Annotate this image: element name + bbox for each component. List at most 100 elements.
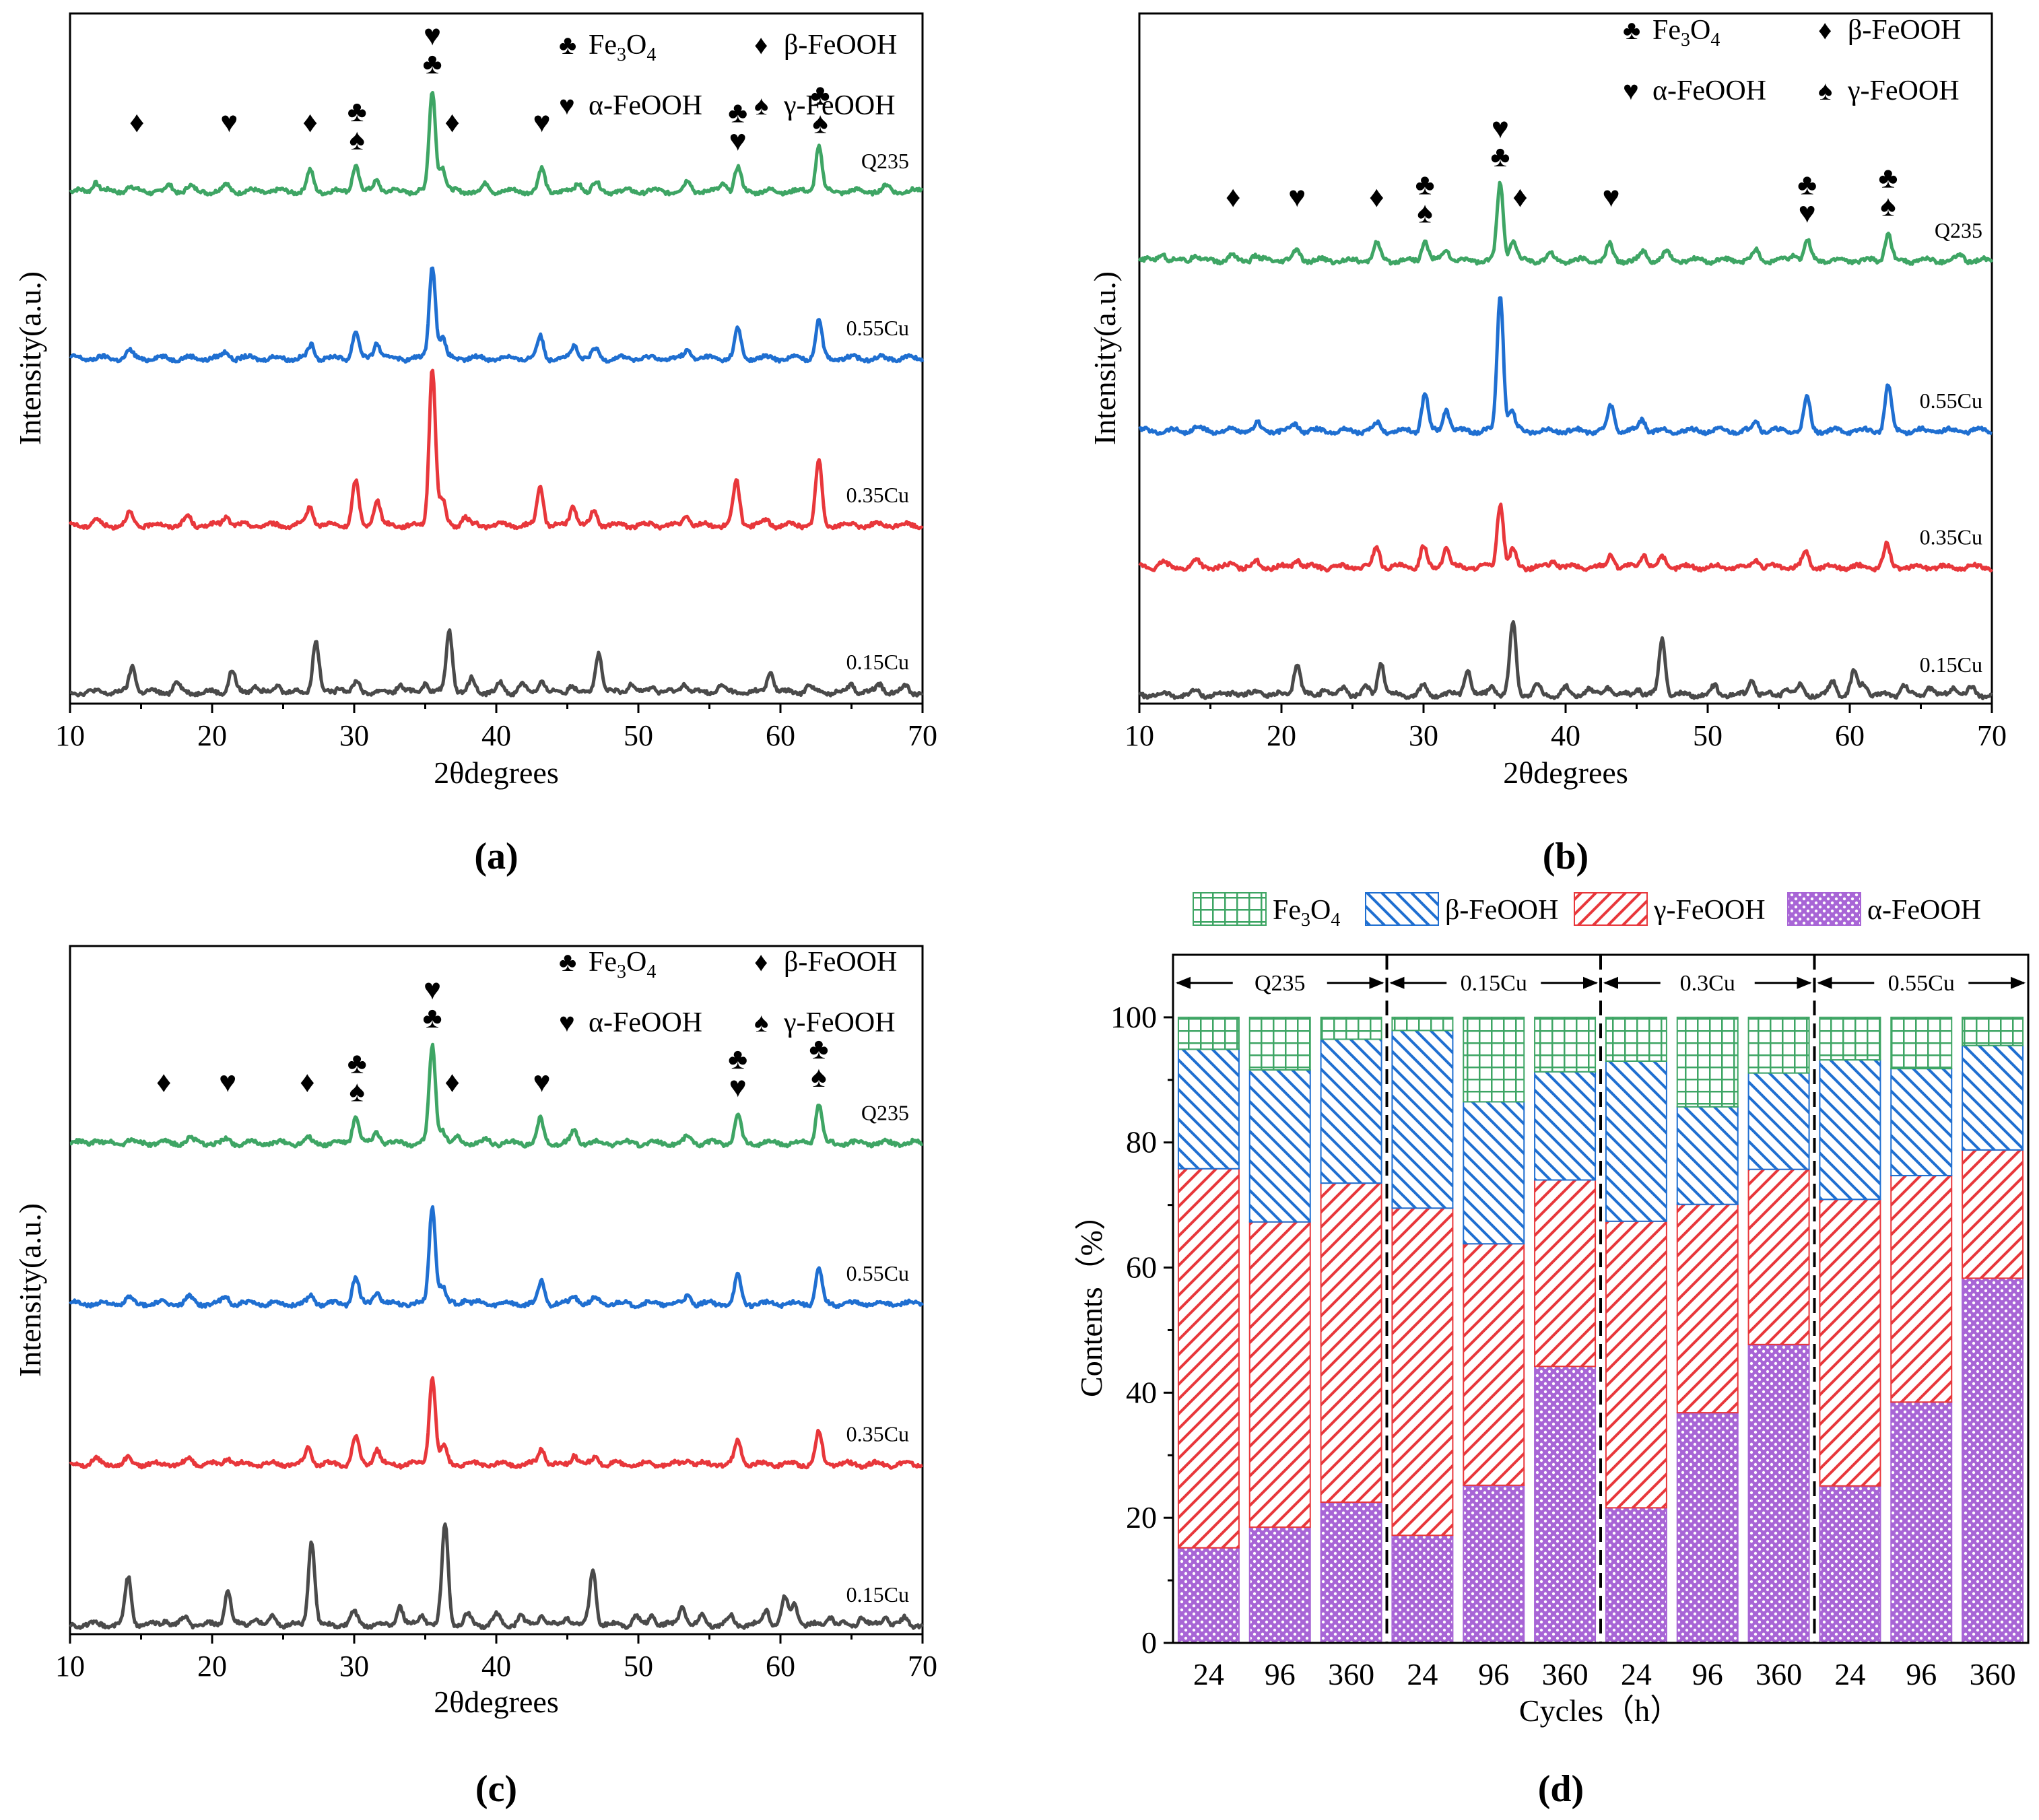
legend-label: β-FeOOH: [784, 947, 897, 978]
bar-segment-gamma: [1391, 1207, 1454, 1537]
phase-markers-a: ♦ ♥ ♦♠♣♣♥♦ ♥♥♣ ♠♣: [129, 19, 830, 157]
spade-marker: ♠: [349, 123, 365, 156]
bar-segment-fe3o4: [1534, 1016, 1597, 1073]
legend-label: α-FeOOH: [1867, 895, 1981, 926]
x-axis-b: 10 20 30 40 50 60 70: [1125, 704, 2007, 752]
bar-segment-fe3o4: [1676, 1016, 1739, 1108]
series-label: 0.35Cu: [846, 1422, 909, 1446]
x-tick-label: 40: [481, 1650, 511, 1683]
x-axis-a: 10 20 30 40 50 60 70: [55, 704, 937, 752]
x-tick-label: 30: [339, 1650, 369, 1683]
diamond-icon: ♦: [754, 30, 768, 60]
heart-marker: ♥: [1492, 112, 1509, 145]
y-axis-title-c: Intensity(a.u.): [13, 1203, 47, 1377]
x-axis-c: 10 20 30 40 50 60 70: [55, 1634, 937, 1683]
heart-icon: ♥: [1623, 75, 1639, 106]
bar-segment-alpha: [1605, 1507, 1667, 1644]
bar-segment-fe3o4: [1747, 1016, 1810, 1074]
series-label: Q235: [1935, 218, 1982, 242]
diamond-marker: ♦: [444, 106, 459, 139]
x-tick-label: 20: [197, 1650, 227, 1683]
y-tick-label: 100: [1110, 1000, 1157, 1034]
club-marker: ♣: [347, 1046, 367, 1079]
bar-segment-gamma: [1819, 1199, 1881, 1487]
bar-segment-alpha: [1248, 1526, 1311, 1644]
x-tick-label: 96: [1692, 1657, 1723, 1691]
bar-segment-gamma: [1890, 1174, 1953, 1403]
bar-segment-beta: [1177, 1048, 1240, 1170]
series-label: 0.15Cu: [846, 1582, 909, 1607]
bar-segment-beta: [1747, 1072, 1810, 1170]
legend-label: γ-FeOOH: [1847, 75, 1960, 106]
series-label: 0.55Cu: [846, 1261, 909, 1285]
series-label: 0.35Cu: [846, 483, 909, 507]
heart-icon: ♥: [559, 1007, 575, 1038]
x-tick-label: 10: [1125, 719, 1154, 752]
panel-caption-b: (b): [1543, 836, 1589, 877]
xrd-trace-q235: [69, 91, 924, 197]
x-tick-label: 70: [1977, 719, 2007, 752]
x-axis-title-a: 2θdegrees: [434, 755, 559, 790]
xrd-trace-035cu: [1138, 502, 1994, 573]
x-tick-label: 60: [1835, 719, 1865, 752]
series-labels-a: Q235 0.55Cu 0.35Cu 0.15Cu: [846, 149, 909, 674]
plot-frame-d: [1172, 953, 2030, 1644]
club-icon: ♣: [1623, 15, 1640, 45]
bar-segment-beta: [1320, 1038, 1382, 1184]
bar-segment-beta: [1534, 1071, 1597, 1181]
x-tick-label: 50: [624, 1650, 653, 1683]
spade-marker: ♠: [1880, 189, 1896, 222]
bar-segment-alpha: [1962, 1277, 2024, 1644]
xrd-trace-015cu: [69, 1522, 925, 1631]
club-icon: ♣: [559, 947, 576, 977]
series-label: 0.35Cu: [1920, 525, 1982, 549]
plot-frame-c: [69, 945, 924, 1636]
y-tick-label: 0: [1141, 1625, 1157, 1660]
x-tick-label: 96: [1478, 1657, 1509, 1691]
xrd-trace-055cu: [69, 1205, 925, 1310]
bar-segment-beta: [1605, 1060, 1667, 1222]
diamond-icon: ♦: [754, 947, 768, 977]
y-axis-title-b: Intensity(a.u.): [1088, 271, 1122, 445]
x-tick-label: 24: [1834, 1657, 1865, 1691]
bar-segment-fe3o4: [1248, 1016, 1311, 1071]
heart-marker: ♥: [424, 19, 441, 52]
x-tick-label: 40: [481, 719, 511, 752]
arrow-left-icon: [1817, 976, 1832, 989]
xrd-traces-b: [1137, 180, 1994, 700]
legend-label: β-FeOOH: [1848, 15, 1961, 46]
xrd-trace-015cu: [69, 628, 924, 698]
heart-marker: ♥: [729, 1071, 747, 1104]
x-tick-label: 50: [1693, 719, 1723, 752]
diamond-marker: ♦: [129, 106, 144, 139]
arrow-left-icon: [1603, 976, 1618, 989]
bar-legend-d: Fe3O4 β-FeOOH γ-FeOOH α-FeOOH: [1193, 892, 1981, 931]
y-tick-label: 40: [1126, 1375, 1157, 1409]
x-tick-label: 20: [197, 719, 227, 752]
club-marker: ♣: [423, 1001, 442, 1034]
bar-segment-alpha: [1177, 1547, 1240, 1644]
legend-swatch: [1193, 892, 1267, 926]
axes-d: 24 96 360 24 96 360 24 96 360 24 96 360 0 20 40 60 80 100: [1110, 1000, 2016, 1691]
arrow-right-icon: [1797, 976, 1812, 989]
series-labels-b: Q235 0.55Cu 0.35Cu 0.15Cu: [1920, 218, 1982, 677]
bar-segment-alpha: [1391, 1535, 1454, 1644]
xrd-trace-035cu: [68, 368, 924, 531]
bar-segment-beta: [1819, 1059, 1881, 1201]
xrd-legend-c: ♣ Fe3O4 ♦ β-FeOOH ♥ α-FeOOH ♠ γ-FeOOH: [559, 947, 897, 1038]
group-label: Q235: [1255, 971, 1306, 996]
x-tick-label: 10: [55, 719, 85, 752]
legend-label: β-FeOOH: [1445, 895, 1558, 926]
bar-segment-fe3o4: [1819, 1016, 1881, 1061]
heart-marker: ♥: [729, 124, 747, 157]
legend-label: γ-FeOOH: [783, 90, 896, 121]
club-marker: ♣: [728, 1042, 747, 1075]
x-tick-label: 360: [1328, 1657, 1374, 1691]
legend-label: γ-FeOOH: [1653, 895, 1766, 926]
x-tick-label: 10: [55, 1650, 85, 1683]
club-marker: ♣: [728, 96, 747, 129]
club-marker: ♣: [1797, 168, 1817, 201]
series-label: 0.15Cu: [846, 650, 909, 674]
heart-icon: ♥: [559, 90, 575, 121]
